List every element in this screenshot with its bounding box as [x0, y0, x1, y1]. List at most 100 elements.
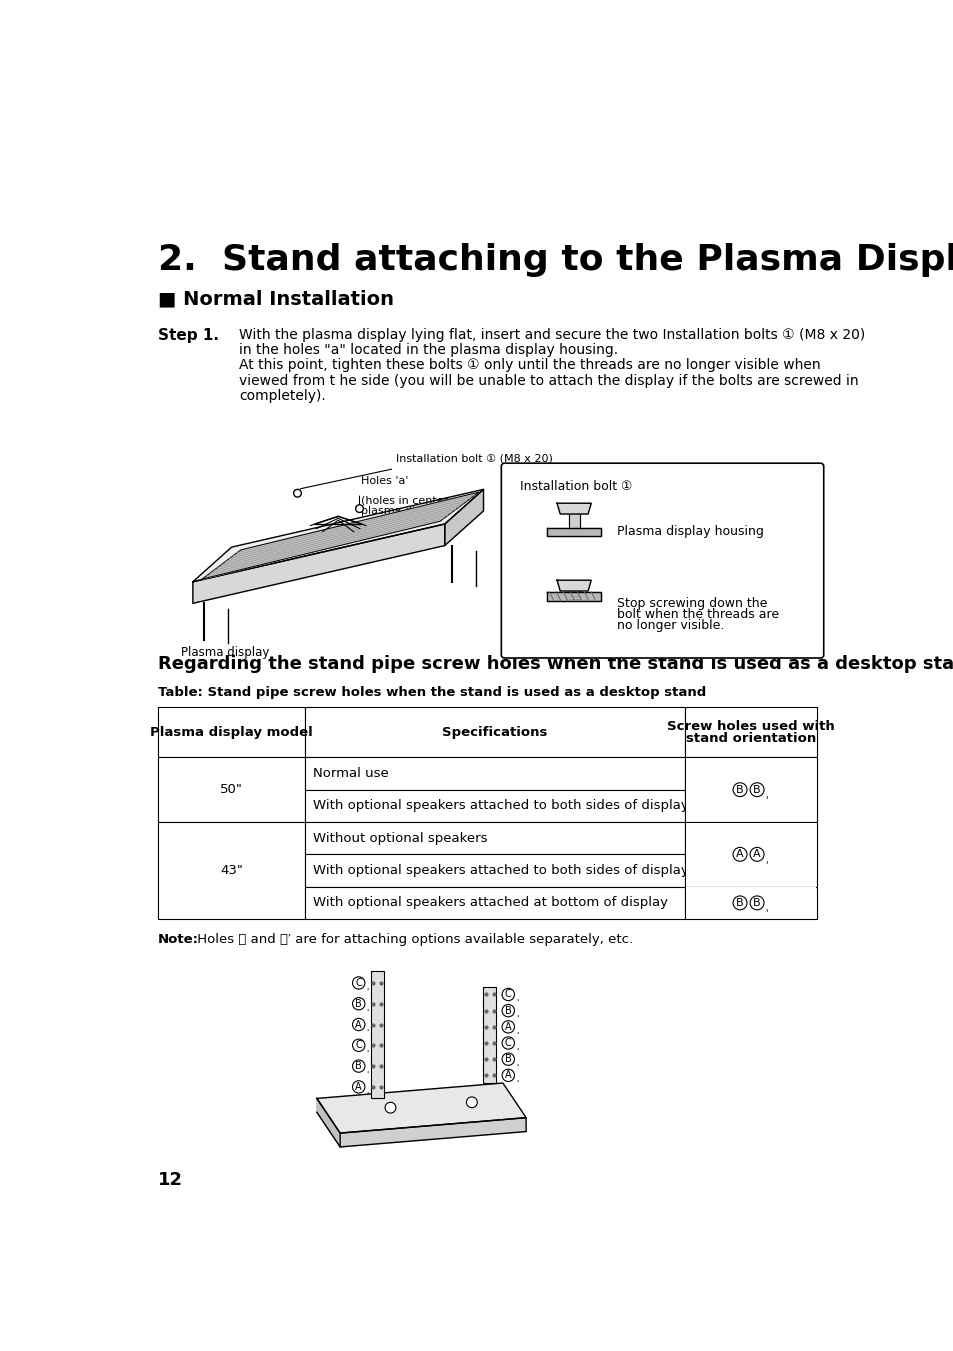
Text: ': '	[516, 1000, 517, 1008]
Polygon shape	[557, 503, 591, 513]
Text: no longer visible.: no longer visible.	[617, 619, 723, 632]
Text: B: B	[736, 785, 743, 794]
Circle shape	[353, 1019, 365, 1031]
Text: stand orientation: stand orientation	[685, 732, 815, 744]
Text: completely).: completely).	[239, 389, 326, 403]
Circle shape	[732, 782, 746, 797]
Bar	[158, 758, 305, 821]
Polygon shape	[316, 1098, 340, 1147]
Text: ': '	[767, 789, 770, 798]
Text: 12: 12	[158, 1171, 183, 1189]
Bar	[684, 708, 816, 758]
Circle shape	[353, 997, 365, 1011]
Circle shape	[353, 1081, 365, 1093]
Bar	[546, 528, 600, 535]
Bar	[158, 708, 305, 758]
Text: At this point, tighten these bolts ① only until the threads are no longer visibl: At this point, tighten these bolts ① onl…	[239, 358, 821, 373]
Text: Plasma display: Plasma display	[181, 646, 270, 659]
Bar	[305, 790, 684, 821]
Text: With optional speakers attached to both sides of display: With optional speakers attached to both …	[313, 865, 688, 877]
Bar	[684, 886, 816, 919]
Text: Stop screwing down the: Stop screwing down the	[617, 597, 766, 611]
Text: B: B	[753, 785, 760, 794]
Text: Screw holes used with: Screw holes used with	[666, 720, 834, 734]
Text: B': B'	[757, 784, 768, 796]
Bar	[371, 971, 383, 1098]
Text: Installation bolt ① (M8 x 20): Installation bolt ① (M8 x 20)	[395, 454, 552, 463]
Text: 2.  Stand attaching to the Plasma Display: 2. Stand attaching to the Plasma Display	[158, 243, 953, 277]
Bar	[546, 592, 600, 601]
Text: B: B	[504, 1005, 511, 1016]
Text: Installation bolt ①: Installation bolt ①	[519, 480, 632, 493]
Text: Plasma display housing: Plasma display housing	[617, 526, 762, 538]
Text: ': '	[516, 1016, 517, 1024]
Polygon shape	[340, 1117, 525, 1147]
Polygon shape	[193, 524, 444, 604]
Circle shape	[732, 896, 746, 909]
Text: Holes 'a': Holes 'a'	[360, 476, 408, 485]
Text: 50": 50"	[220, 784, 243, 796]
Circle shape	[501, 1005, 514, 1017]
Bar	[685, 758, 815, 821]
Text: ': '	[516, 1063, 517, 1073]
Circle shape	[353, 1039, 365, 1051]
Circle shape	[729, 782, 743, 797]
Polygon shape	[557, 580, 591, 590]
Circle shape	[501, 1052, 514, 1066]
Text: Table: Stand pipe screw holes when the stand is used as a desktop stand: Table: Stand pipe screw holes when the s…	[158, 686, 705, 698]
Text: ': '	[516, 1047, 517, 1056]
Text: Regarding the stand pipe screw holes when the stand is used as a desktop stand: Regarding the stand pipe screw holes whe…	[158, 655, 953, 673]
Text: ': '	[366, 1008, 369, 1017]
Circle shape	[466, 1097, 476, 1108]
Text: ': '	[764, 908, 766, 919]
Bar	[305, 758, 684, 790]
Text: B: B	[504, 1054, 511, 1065]
Text: B: B	[355, 998, 362, 1009]
Text: ': '	[366, 988, 369, 997]
Circle shape	[732, 847, 746, 862]
Bar	[685, 888, 815, 919]
Circle shape	[501, 1020, 514, 1034]
Text: A: A	[504, 1070, 511, 1081]
Circle shape	[294, 489, 301, 497]
Text: C: C	[355, 1040, 362, 1050]
Text: B: B	[355, 1061, 362, 1071]
Bar	[305, 886, 684, 919]
Text: A: A	[355, 1020, 361, 1029]
Text: ': '	[366, 1029, 369, 1038]
Bar	[305, 854, 684, 886]
Circle shape	[753, 782, 766, 797]
Text: Specifications: Specifications	[442, 725, 547, 739]
Text: With optional speakers attached to both sides of display: With optional speakers attached to both …	[313, 800, 688, 812]
Text: ': '	[366, 1050, 369, 1059]
Text: ': '	[366, 1092, 369, 1101]
Circle shape	[385, 1102, 395, 1113]
Circle shape	[749, 782, 763, 797]
Circle shape	[353, 977, 365, 989]
Text: ■ Normal Installation: ■ Normal Installation	[158, 289, 394, 308]
Text: ': '	[764, 859, 766, 870]
Text: B: B	[736, 898, 743, 908]
Bar	[305, 708, 684, 758]
Text: B: B	[732, 785, 740, 794]
Text: With optional speakers attached at bottom of display: With optional speakers attached at botto…	[313, 896, 667, 909]
Text: (holes in center of: (holes in center of	[360, 496, 462, 505]
Text: Note:: Note:	[158, 934, 199, 946]
Text: plasma display): plasma display)	[360, 507, 449, 516]
Text: Step 1.: Step 1.	[158, 328, 219, 343]
Text: A: A	[736, 850, 743, 859]
Text: ': '	[516, 1031, 517, 1040]
Bar	[684, 758, 816, 821]
Text: ': '	[764, 794, 766, 805]
Bar	[483, 986, 496, 1084]
Bar	[684, 821, 816, 886]
Text: 43": 43"	[220, 865, 243, 877]
Text: B: B	[753, 898, 760, 908]
Bar	[685, 823, 815, 886]
Text: in the holes "a" located in the plasma display housing.: in the holes "a" located in the plasma d…	[239, 343, 618, 357]
Text: A: A	[504, 1021, 511, 1032]
Bar	[158, 821, 305, 919]
Text: B: B	[756, 785, 763, 794]
Text: C: C	[504, 989, 511, 1000]
Circle shape	[501, 1036, 514, 1050]
